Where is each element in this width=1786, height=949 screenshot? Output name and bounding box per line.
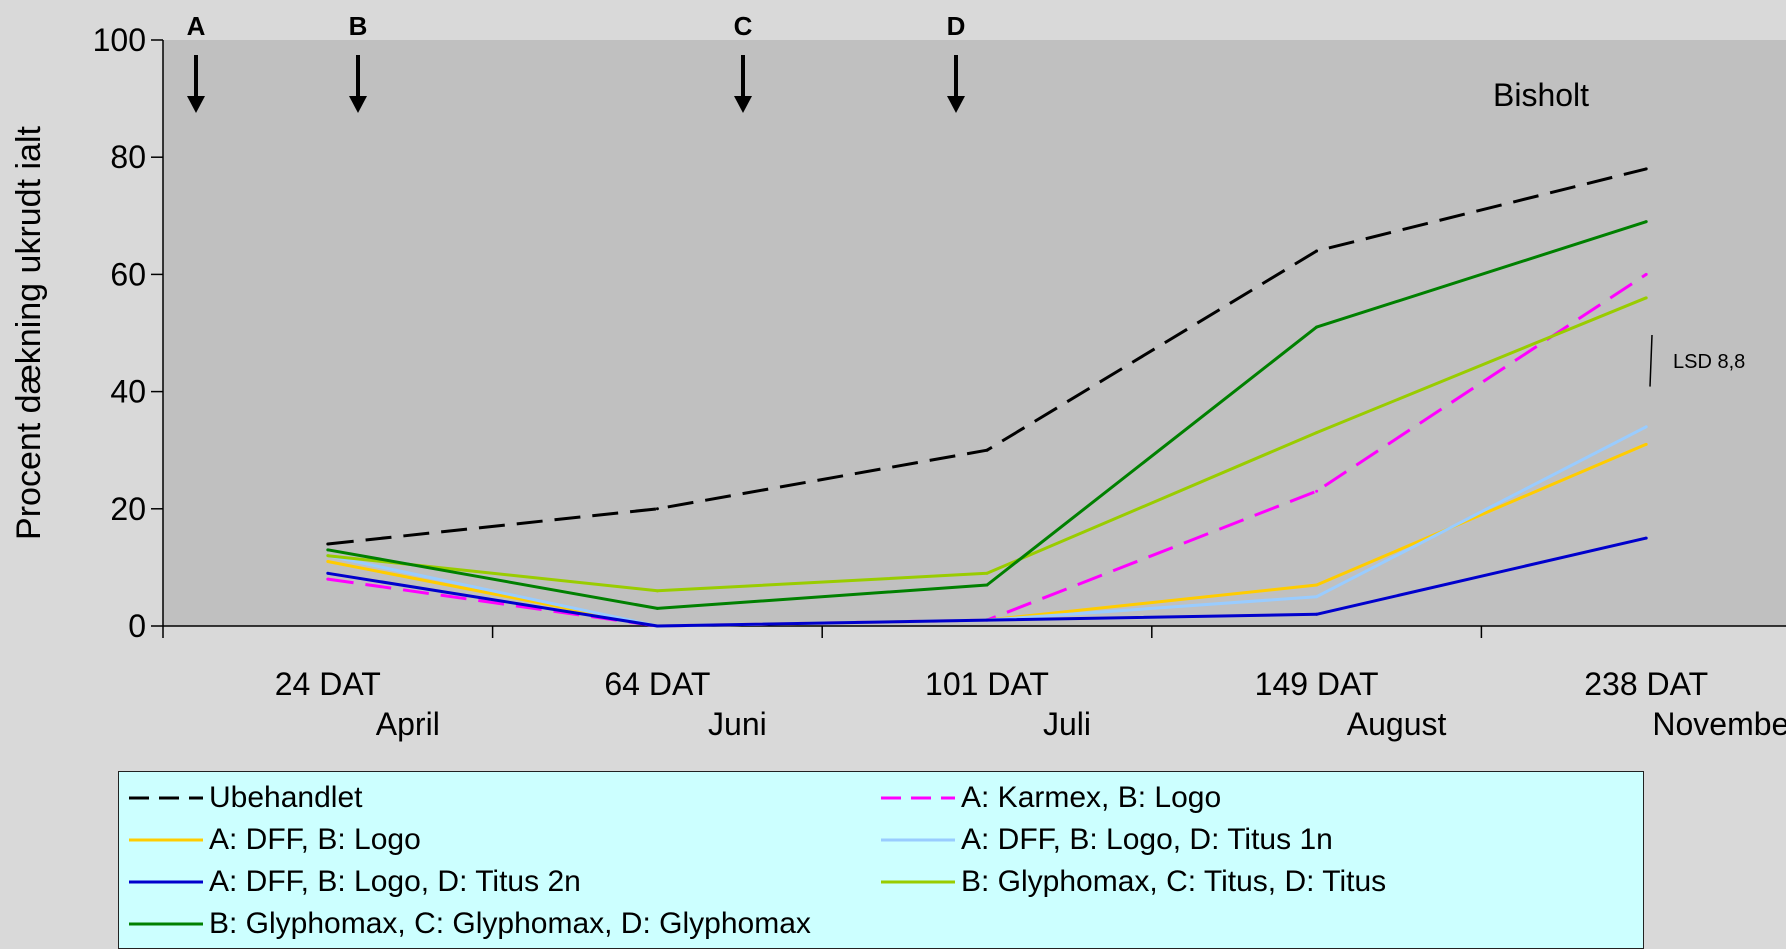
y-axis: 0 20 40 60 80 100 [93, 22, 164, 644]
data-point [1315, 325, 1319, 329]
legend-label: B: Glyphomax, C: Titus, D: Titus [961, 865, 1387, 898]
legend-swatch [129, 880, 203, 884]
data-point [1315, 489, 1319, 493]
data-point [655, 606, 659, 610]
data-point [1315, 595, 1319, 599]
chart-legend: Ubehandlet A: Karmex, B: Logo A: DFF, B: L… [118, 771, 1644, 949]
data-point [1644, 425, 1648, 429]
legend-item: A: DFF, B: Logo [127, 822, 421, 858]
treatment-marker-label: A [187, 11, 206, 41]
treatment-marker-label: C [734, 11, 753, 41]
lsd-bar [1649, 334, 1653, 387]
legend-swatch [881, 796, 955, 800]
lsd-label: LSD 8,8 [1673, 351, 1745, 373]
site-label: Bisholt [1493, 77, 1589, 113]
data-point [1315, 583, 1319, 587]
data-point [1644, 536, 1648, 540]
treatment-marker-label: B [349, 11, 368, 41]
y-axis-title: Procent dækning ukrudt ialt [10, 126, 48, 540]
legend-label: A: Karmex, B: Logo [961, 781, 1222, 814]
y-tick-label: 100 [93, 22, 146, 58]
y-tick-label: 60 [110, 256, 146, 292]
legend-swatch [129, 838, 203, 842]
data-point [326, 542, 330, 546]
y-tick-label: 20 [110, 491, 146, 527]
data-point [985, 618, 989, 622]
x-tick-label: 101 DAT [925, 666, 1049, 702]
x-axis: 24 DAT 64 DAT 101 DAT 149 DAT 238 DAT April Ju… [162, 625, 1786, 742]
legend-item: Ubehandlet [127, 780, 362, 816]
data-point [1644, 296, 1648, 300]
data-point [985, 448, 989, 452]
data-point [655, 624, 659, 628]
x-tick-label: 24 DAT [275, 666, 381, 702]
plot-area [163, 40, 1786, 626]
data-point [1644, 272, 1648, 276]
data-point [326, 571, 330, 575]
data-point [1315, 431, 1319, 435]
data-point [985, 583, 989, 587]
legend-label: A: DFF, B: Logo, D: Titus 1n [961, 823, 1333, 856]
y-tick-label: 40 [110, 374, 146, 410]
x-month-label: November [1652, 706, 1786, 742]
legend-item: B: Glyphomax, C: Glyphomax, D: Glyphomax [127, 906, 811, 942]
legend-item: A: Karmex, B: Logo [879, 780, 1221, 816]
legend-item: A: DFF, B: Logo, D: Titus 2n [127, 864, 581, 900]
legend-swatch [129, 922, 203, 926]
data-point [326, 554, 330, 558]
data-point [326, 577, 330, 581]
data-point [326, 548, 330, 552]
treatment-marker-label: D [947, 11, 966, 41]
data-point [1644, 220, 1648, 224]
legend-label: A: DFF, B: Logo, D: Titus 2n [209, 865, 581, 898]
legend-swatch [129, 796, 203, 800]
data-point [1644, 442, 1648, 446]
data-point [1315, 612, 1319, 616]
annotation-layer: A B C D LSD 8,8 [187, 11, 1745, 387]
data-point [655, 589, 659, 593]
legend-label: B: Glyphomax, C: Glyphomax, D: Glyphomax [209, 907, 811, 940]
series-layer [326, 167, 1648, 628]
y-tick-label: 0 [128, 608, 146, 644]
x-month-label: August [1347, 706, 1447, 742]
legend-label: Ubehandlet [209, 781, 363, 814]
legend-item: A: DFF, B: Logo, D: Titus 1n [879, 822, 1333, 858]
data-point [655, 507, 659, 511]
x-tick-label: 64 DAT [604, 666, 710, 702]
data-point [985, 571, 989, 575]
legend-item: B: Glyphomax, C: Titus, D: Titus [879, 864, 1386, 900]
data-point [1315, 249, 1319, 253]
x-tick-label: 238 DAT [1584, 666, 1708, 702]
x-month-label: April [376, 706, 440, 742]
data-point [1644, 167, 1648, 171]
treatment-arrow-head [734, 96, 752, 113]
treatment-arrow-head [947, 96, 965, 113]
legend-label: A: DFF, B: Logo [209, 823, 421, 856]
x-tick-label: 149 DAT [1255, 666, 1379, 702]
treatment-arrow-head [187, 96, 205, 113]
data-point [326, 560, 330, 564]
x-month-label: Juni [708, 706, 767, 742]
legend-swatch [881, 880, 955, 884]
treatment-arrow-head [349, 96, 367, 113]
legend-swatch [881, 838, 955, 842]
x-month-label: Juli [1043, 706, 1091, 742]
y-tick-label: 80 [110, 139, 146, 175]
